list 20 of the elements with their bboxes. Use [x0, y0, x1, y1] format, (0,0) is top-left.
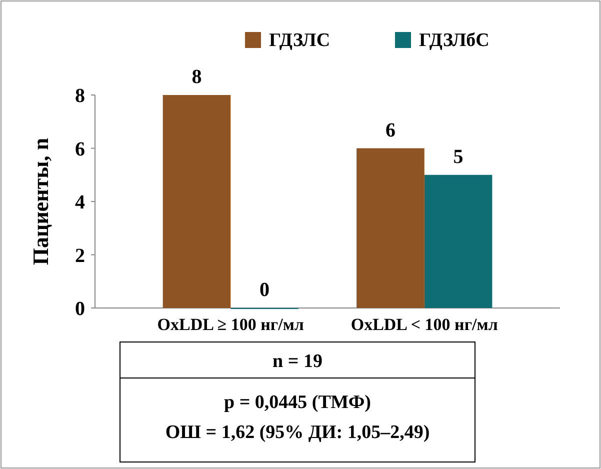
bar	[424, 174, 492, 308]
x-tick-label: OxLDL < 100 нг/мл	[350, 315, 498, 334]
x-tick-label: OxLDL ≥ 100 нг/мл	[157, 315, 304, 334]
data-label: 8	[192, 66, 202, 88]
y-tick-label: 2	[75, 244, 85, 267]
legend-label: ГДЗЛбС	[419, 30, 490, 51]
legend-label: ГДЗЛС	[269, 30, 330, 51]
text: n = 19	[272, 351, 322, 372]
y-tick-label: 4	[75, 192, 85, 214]
text: p = 0,0445 (ТМФ)	[224, 392, 371, 413]
bar	[162, 95, 231, 308]
bar	[356, 148, 424, 308]
data-label: 0	[260, 279, 270, 301]
y-axis-title: Пациенты, n	[28, 138, 53, 266]
text: ОШ = 1,62 (95% ДИ: 1,05–2,49)	[165, 422, 430, 443]
data-label: 5	[453, 146, 464, 168]
y-tick-label: 6	[75, 138, 85, 160]
y-tick-label: 0	[75, 298, 85, 320]
data-label: 6	[385, 119, 396, 142]
y-tick-label: 8	[75, 85, 85, 107]
